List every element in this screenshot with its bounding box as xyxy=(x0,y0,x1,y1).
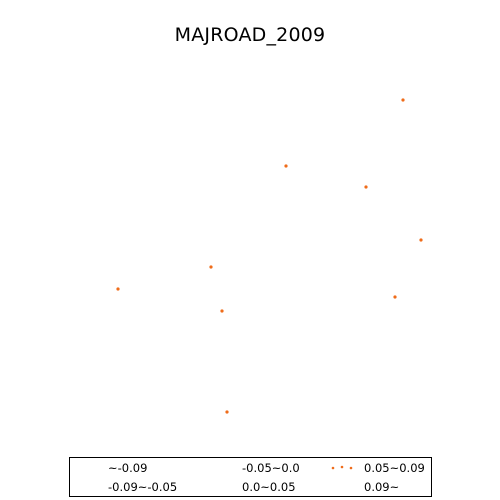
legend-swatch-6 xyxy=(330,480,354,494)
map-point-8 xyxy=(220,309,224,313)
map-point-5 xyxy=(209,265,213,269)
map-point-2 xyxy=(284,164,288,168)
legend-label-3: 0.05~0.09 xyxy=(364,461,425,475)
map-point-1 xyxy=(401,98,405,102)
legend-label-4: -0.09~-0.05 xyxy=(108,480,178,494)
map-point-3 xyxy=(364,185,368,189)
legend-label-2: -0.05~0.0 xyxy=(242,461,300,475)
legend-swatch-1 xyxy=(76,461,100,475)
legend-swatch-2 xyxy=(210,461,234,475)
legend-swatch-3-dots-icon xyxy=(331,465,353,470)
map-point-6 xyxy=(116,287,120,291)
map-point-4 xyxy=(419,238,423,242)
map-legend: ~-0.09 -0.05~0.0 0.05~0.09 -0.09~-0.05 0… xyxy=(69,457,432,497)
legend-label-6: 0.09~ xyxy=(364,480,400,494)
map-point-9 xyxy=(225,410,229,414)
legend-label-1: ~-0.09 xyxy=(108,461,148,475)
map-point-7 xyxy=(393,295,397,299)
legend-swatch-4 xyxy=(76,480,100,494)
map-title: MAJROAD_2009 xyxy=(174,24,326,46)
legend-swatch-5 xyxy=(210,480,234,494)
legend-label-5: 0.0~0.05 xyxy=(242,480,296,494)
